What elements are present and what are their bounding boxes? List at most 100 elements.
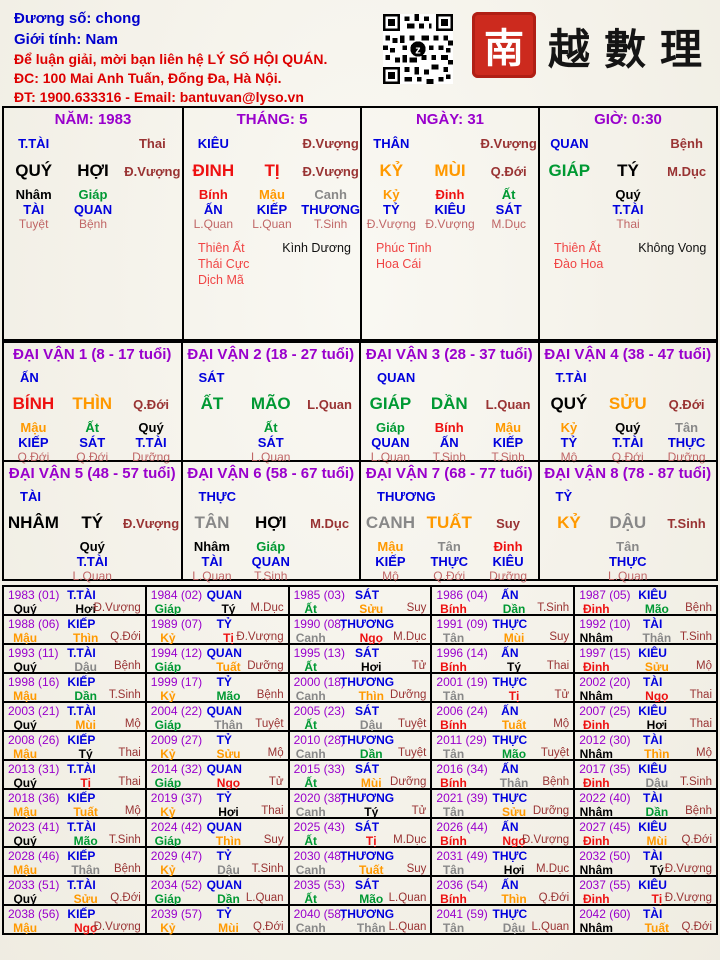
year-cell: 1998 (16) KIẾP Mậu Dần T.Sinh [3, 673, 146, 703]
year-state: Bệnh [542, 776, 570, 788]
year-stem: Nhâm [579, 863, 613, 877]
year-branch: Ngọ [216, 776, 241, 790]
year-state: Q.Đới [110, 631, 141, 643]
year-branch: Tuất [644, 921, 670, 935]
year-cell: 2011 (29) THỰC Tân Mão Tuyệt [431, 731, 575, 761]
hidden-stem-column: Bính ẤN T.Sinh [420, 418, 479, 465]
year-stem: Bính [440, 602, 467, 616]
year-state: Mộ [124, 718, 141, 730]
year-state: Mộ [124, 805, 141, 817]
hidden-stem: Quý [79, 539, 105, 554]
hidden-stem: Mậu [20, 420, 47, 435]
hidden-god: SÁT [79, 435, 106, 450]
year-god: THỰC [492, 849, 528, 863]
year-number: 1996 (14) [436, 646, 488, 660]
year-state: Đ.Vượng [664, 892, 712, 904]
year-god: ẤN [501, 646, 519, 660]
year-branch: Mão [73, 834, 98, 848]
year-branch: Thân [71, 863, 100, 877]
year-number: 2009 (27) [150, 733, 203, 747]
pillar-stem: QUÝ [15, 161, 53, 180]
hidden-state: Thai [616, 217, 640, 231]
hidden-stem: Giáp [78, 187, 108, 202]
year-branch: Tuất [501, 718, 527, 732]
year-state: Bệnh [256, 689, 284, 701]
pillar-branch: MÙI [434, 161, 466, 180]
year-cell: 2004 (22) QUAN Giáp Thân Tuyệt [145, 702, 289, 732]
year-cell: 2010 (28) THƯƠNG Canh Dần Tuyệt [288, 731, 432, 761]
dai-van-state: T.Sinh [667, 515, 706, 531]
year-stem: Giáp [154, 660, 182, 674]
year-stem: Giáp [154, 602, 182, 616]
year-god: TÀI [642, 733, 663, 747]
hidden-stem-column: Giáp QUAN L.Quan [361, 418, 420, 465]
year-state: Thai [689, 689, 712, 701]
hidden-stem: Ất [85, 420, 100, 435]
hidden-state: L.Quan [251, 450, 291, 464]
year-cell: 1999 (17) TỶ Kỷ Mão Bệnh [145, 673, 289, 703]
hidden-state: Tuyệt [18, 217, 49, 231]
dai-van-branch: SỬU [608, 394, 647, 413]
year-branch: Ngọ [359, 631, 383, 645]
year-stem: Nhâm [579, 747, 613, 761]
year-cell: 2024 (42) QUAN Giáp Thìn Suy [145, 818, 289, 848]
year-stem: Kỷ [160, 921, 176, 935]
year-number: 2024 (42) [150, 820, 203, 834]
year-god: ẤN [501, 588, 519, 602]
year-god: THỰC [492, 675, 528, 689]
dai-van-state: M.Dục [310, 515, 350, 531]
year-branch: Tý [78, 747, 93, 761]
hidden-stem: Tân [675, 420, 699, 435]
year-branch: Thân [642, 631, 672, 645]
year-cell: 2006 (24) ẤN Bính Tuất Mộ [431, 702, 575, 732]
year-branch: Hợi [646, 718, 668, 732]
year-stem: Kỷ [160, 747, 176, 761]
hidden-stem: Nhâm [193, 539, 230, 554]
year-god: QUAN [206, 588, 242, 602]
year-state: Thai [118, 747, 141, 759]
year-cell: 2038 (56) KIẾP Mậu Ngọ Đ.Vượng [3, 905, 146, 935]
year-state: Dưỡng [247, 660, 284, 672]
year-stem: Giáp [154, 892, 182, 906]
hidden-state: T.Sinh [432, 450, 466, 464]
hidden-stem-column: Mậu KIẾP L.Quan [243, 185, 302, 232]
subject-name-line: Đương số: chong [14, 10, 141, 27]
dai-van-table: ĐẠI VẬN 1 (8 - 17 tuổi) ẤN BÍNH THÌN Q.Đ… [2, 341, 718, 584]
pillar-stem: ĐINH [192, 161, 235, 180]
dai-van-cell: ĐẠI VẬN 4 (38 - 47 tuổi) T.TÀI QUÝ SỬU Q… [538, 342, 717, 464]
year-stem: Quý [13, 834, 37, 848]
phone-email-line: ĐT: 1900.633316 - Email: bantuvan@lyso.v… [14, 89, 304, 105]
hidden-stem: Canh [314, 187, 347, 202]
hidden-state: Q.Đới [76, 450, 109, 464]
year-god: SÁT [355, 704, 380, 718]
pillar-title: NGÀY: 31 [415, 111, 485, 128]
hidden-stem-column: Tân THỰC L.Quan [598, 537, 657, 584]
year-cell: 2032 (50) TÀI Nhâm Tý Đ.Vượng [574, 847, 717, 877]
year-stem: Canh [295, 631, 326, 645]
year-branch: Tý [649, 863, 664, 877]
year-god: QUAN [206, 820, 242, 834]
year-state: M.Dục [393, 834, 427, 846]
hidden-god: SÁT [257, 435, 284, 450]
year-stem: Canh [295, 747, 326, 761]
year-state: Q.Đới [681, 921, 712, 933]
hidden-stem: Mậu [258, 187, 285, 202]
year-number: 2036 (54) [436, 878, 488, 892]
year-god: THƯƠNG [339, 675, 395, 689]
pillar-cell: GIỜ: 0:30 QUAN Bệnh GIÁP TÝ M.Dục Quý T.T… [538, 108, 716, 339]
year-cell: 1988 (06) KIẾP Mậu Thìn Q.Đới [3, 615, 146, 645]
year-stem: Canh [295, 805, 326, 819]
hidden-god: KIẾP [492, 435, 524, 450]
year-state: Dưỡng [532, 805, 570, 817]
hidden-stem-column: Canh THƯƠNG T.Sinh [301, 185, 360, 232]
year-branch: Thìn [72, 631, 99, 645]
dai-van-branch: HỢI [254, 513, 287, 532]
hidden-god: T.TÀI [76, 554, 108, 569]
year-god: THỰC [492, 791, 528, 805]
year-number: 2018 (36) [8, 791, 60, 805]
year-branch: Tý [221, 602, 236, 616]
hidden-stem-column: Quý T.TÀI L.Quan [63, 537, 122, 584]
year-god: SÁT [355, 820, 380, 834]
year-stem: Quý [13, 660, 37, 674]
pillar-god-state: Đ.Vượng [302, 136, 359, 151]
